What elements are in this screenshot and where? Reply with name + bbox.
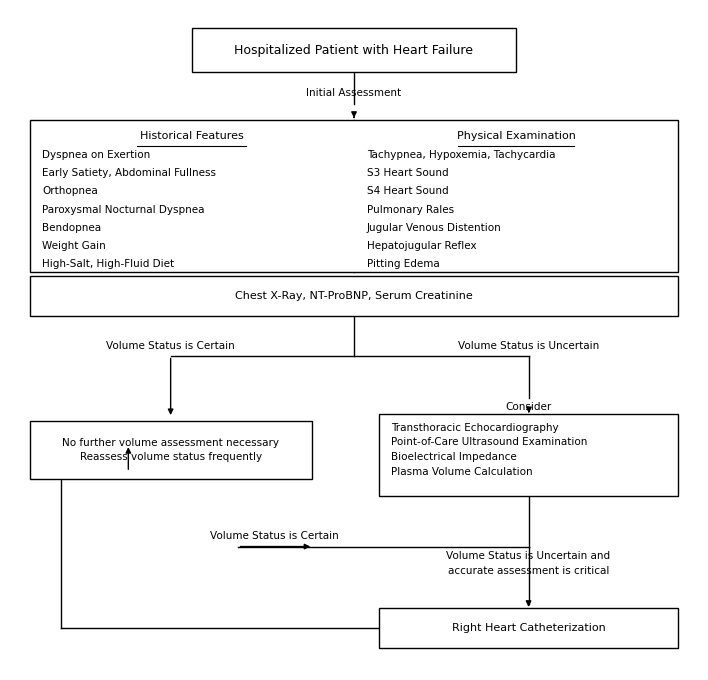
Text: Pulmonary Rales: Pulmonary Rales (367, 205, 454, 215)
Bar (30, 120, 678, 272)
Text: accurate assessment is critical: accurate assessment is critical (448, 566, 609, 575)
Text: Chest X-Ray, NT-ProBNP, Serum Creatinine: Chest X-Ray, NT-ProBNP, Serum Creatinine (235, 291, 473, 301)
Bar (30, 422, 312, 479)
Text: Physical Examination: Physical Examination (457, 131, 576, 141)
Text: Hospitalized Patient with Heart Failure: Hospitalized Patient with Heart Failure (234, 44, 474, 57)
Text: Dyspnea on Exertion: Dyspnea on Exertion (42, 150, 151, 160)
Text: Historical Features: Historical Features (140, 131, 244, 141)
Bar (192, 29, 516, 73)
Text: Volume Status is Uncertain and: Volume Status is Uncertain and (447, 551, 610, 560)
Bar (30, 275, 678, 316)
Text: Orthopnea: Orthopnea (42, 186, 98, 197)
Text: Transthoracic Echocardiography
Point-of-Care Ultrasound Examination
Bioelectrica: Transthoracic Echocardiography Point-of-… (392, 423, 588, 477)
Text: Right Heart Catheterization: Right Heart Catheterization (452, 623, 605, 633)
Text: Consider: Consider (506, 403, 552, 412)
Text: S4 Heart Sound: S4 Heart Sound (367, 186, 448, 197)
Text: Volume Status is Uncertain: Volume Status is Uncertain (458, 341, 600, 351)
Text: High-Salt, High-Fluid Diet: High-Salt, High-Fluid Diet (42, 259, 174, 269)
Text: Pitting Edema: Pitting Edema (367, 259, 440, 269)
Text: Bendopnea: Bendopnea (42, 223, 101, 233)
Bar (379, 415, 678, 496)
Text: Initial Assessment: Initial Assessment (307, 88, 401, 98)
Bar (379, 607, 678, 648)
Text: Paroxysmal Nocturnal Dyspnea: Paroxysmal Nocturnal Dyspnea (42, 205, 205, 215)
Text: No further volume assessment necessary
Reassess volume status frequently: No further volume assessment necessary R… (62, 438, 279, 462)
Text: S3 Heart Sound: S3 Heart Sound (367, 168, 448, 178)
Text: Weight Gain: Weight Gain (42, 241, 106, 251)
Text: Tachypnea, Hypoxemia, Tachycardia: Tachypnea, Hypoxemia, Tachycardia (367, 150, 555, 160)
Text: Volume Status is Certain: Volume Status is Certain (106, 341, 235, 351)
Text: Volume Status is Certain: Volume Status is Certain (210, 531, 339, 541)
Text: Jugular Venous Distention: Jugular Venous Distention (367, 223, 501, 233)
Text: Hepatojugular Reflex: Hepatojugular Reflex (367, 241, 476, 251)
Text: Early Satiety, Abdominal Fullness: Early Satiety, Abdominal Fullness (42, 168, 216, 178)
